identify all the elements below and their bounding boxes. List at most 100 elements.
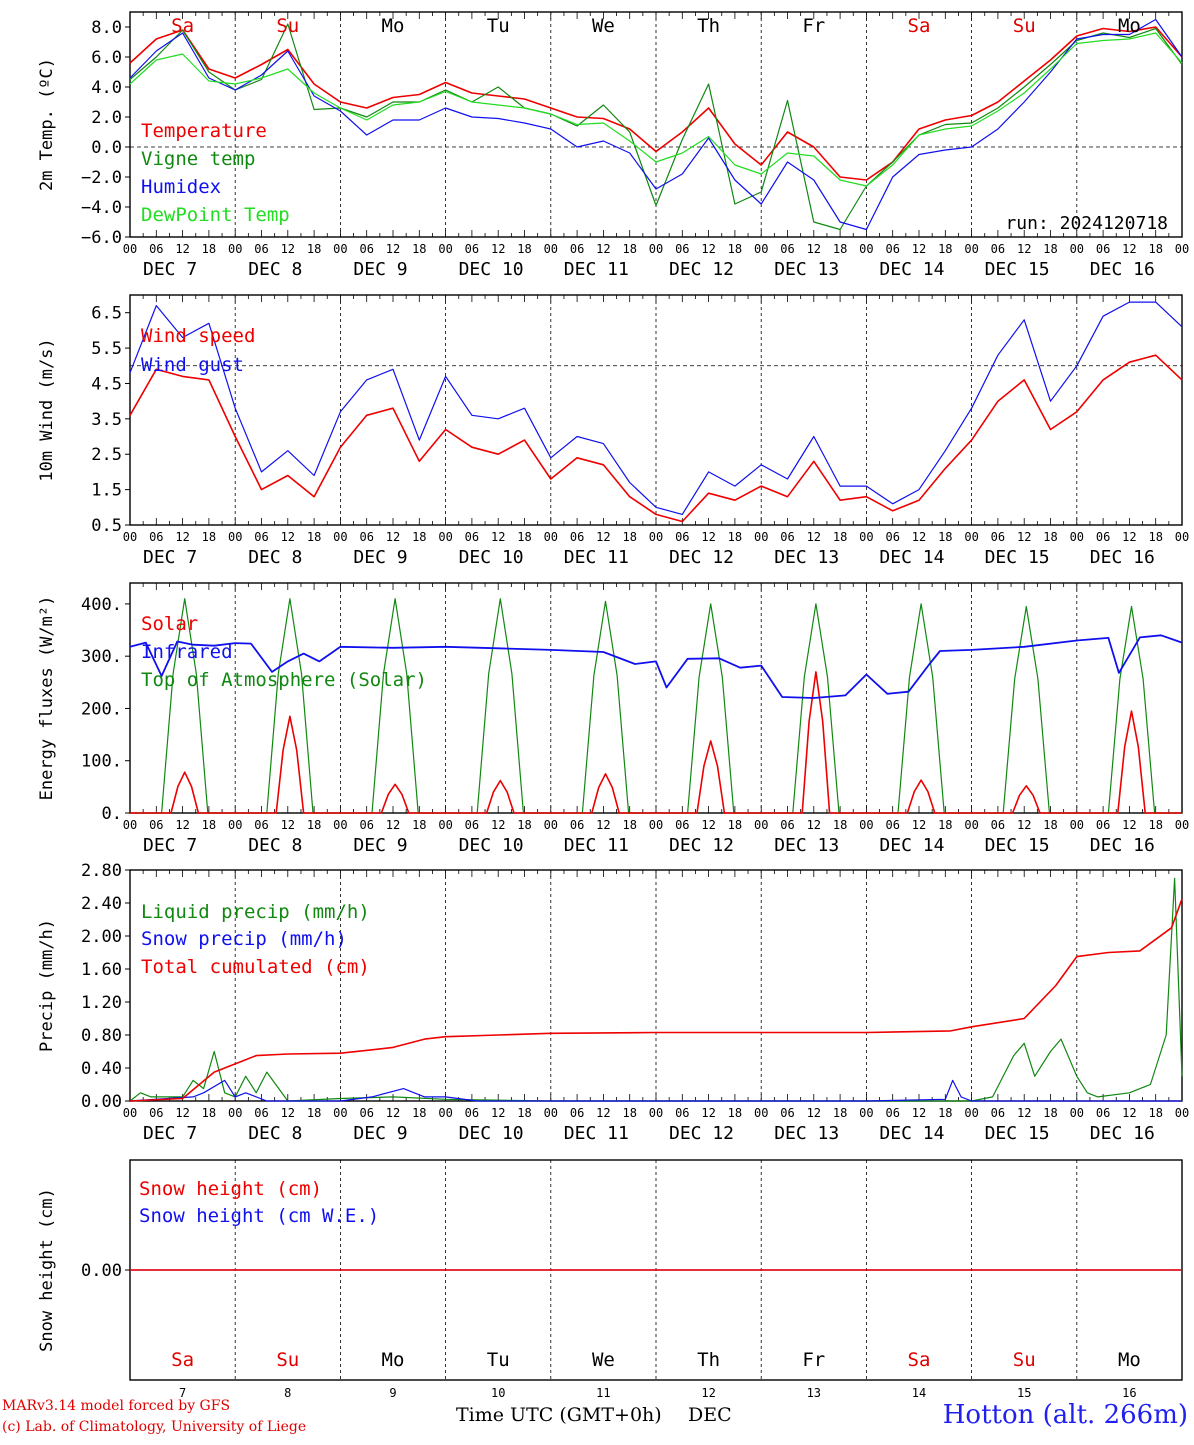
y-tick-label: 200. bbox=[81, 699, 122, 719]
hour-tick-label: 06 bbox=[570, 818, 584, 832]
hour-tick-label: 12 bbox=[1122, 242, 1136, 256]
hour-tick-label: 00 bbox=[438, 530, 452, 544]
hour-tick-label: 00 bbox=[544, 1106, 558, 1120]
series-total-cumulated-cm bbox=[129, 898, 1183, 1102]
hour-tick-label: 12 bbox=[491, 530, 505, 544]
day-number-label: 16 bbox=[1122, 1386, 1136, 1400]
y-tick-label: −6.0 bbox=[81, 228, 122, 248]
date-label: DEC 12 bbox=[669, 835, 734, 856]
day-number-label: 13 bbox=[807, 1386, 821, 1400]
hour-tick-label: 06 bbox=[1096, 1106, 1110, 1120]
hour-tick-label: 06 bbox=[780, 530, 794, 544]
hour-tick-label: 18 bbox=[622, 1106, 636, 1120]
legend-liquid-precip-mm-h: Liquid precip (mm/h) bbox=[141, 901, 370, 923]
weekday-label: Fr bbox=[802, 1349, 825, 1371]
hour-tick-label: 18 bbox=[622, 242, 636, 256]
hour-tick-label: 00 bbox=[1070, 818, 1084, 832]
hour-tick-label: 00 bbox=[228, 242, 242, 256]
weekday-label: Mo bbox=[382, 15, 405, 37]
hour-tick-label: 18 bbox=[517, 1106, 531, 1120]
hour-tick-label: 06 bbox=[465, 242, 479, 256]
hour-tick-label: 18 bbox=[833, 1106, 847, 1120]
hour-tick-label: 06 bbox=[780, 818, 794, 832]
series-dewpoint-temp bbox=[129, 32, 1183, 187]
hour-tick-label: 06 bbox=[570, 530, 584, 544]
hour-tick-label: 06 bbox=[675, 242, 689, 256]
date-label: DEC 9 bbox=[353, 835, 407, 856]
hour-tick-label: 00 bbox=[649, 1106, 663, 1120]
hour-tick-label: 06 bbox=[885, 1106, 899, 1120]
day-number-label: 15 bbox=[1017, 1386, 1031, 1400]
hour-tick-label: 18 bbox=[622, 530, 636, 544]
hour-tick-label: 18 bbox=[938, 1106, 952, 1120]
date-label: DEC 9 bbox=[353, 259, 407, 280]
weekday-label: Su bbox=[1013, 1349, 1036, 1371]
hour-tick-label: 06 bbox=[991, 1106, 1005, 1120]
hour-tick-label: 00 bbox=[438, 1106, 452, 1120]
series-temperature bbox=[129, 26, 1183, 181]
hour-tick-label: 12 bbox=[596, 818, 610, 832]
y-tick-label: 300. bbox=[81, 647, 122, 667]
hour-tick-label: 18 bbox=[517, 818, 531, 832]
hour-tick-label: 00 bbox=[333, 1106, 347, 1120]
hour-tick-label: 18 bbox=[1148, 1106, 1162, 1120]
hour-tick-label: 12 bbox=[701, 530, 715, 544]
day-number-label: 9 bbox=[389, 1386, 396, 1400]
y-tick-label: 0. bbox=[102, 804, 122, 824]
date-label: DEC 11 bbox=[564, 259, 629, 280]
hour-tick-label: 00 bbox=[964, 1106, 978, 1120]
hour-tick-label: 18 bbox=[307, 818, 321, 832]
hour-tick-label: 12 bbox=[281, 242, 295, 256]
y-tick-label: 1.20 bbox=[81, 993, 122, 1013]
hour-tick-label: 00 bbox=[964, 530, 978, 544]
hour-tick-label: 12 bbox=[912, 1106, 926, 1120]
hour-tick-label: 00 bbox=[544, 818, 558, 832]
hour-tick-label: 18 bbox=[833, 242, 847, 256]
date-label: DEC 10 bbox=[459, 259, 524, 280]
hour-tick-label: 12 bbox=[701, 1106, 715, 1120]
hour-tick-label: 00 bbox=[754, 818, 768, 832]
hour-tick-label: 00 bbox=[1175, 530, 1189, 544]
hour-tick-label: 12 bbox=[807, 242, 821, 256]
date-label: DEC 12 bbox=[669, 1123, 734, 1144]
hour-tick-label: 00 bbox=[649, 242, 663, 256]
hour-tick-label: 18 bbox=[833, 530, 847, 544]
hour-tick-label: 12 bbox=[281, 530, 295, 544]
hour-tick-label: 00 bbox=[859, 242, 873, 256]
hour-tick-label: 00 bbox=[859, 1106, 873, 1120]
legend-wind-gust: Wind gust bbox=[141, 354, 244, 376]
hour-tick-label: 12 bbox=[596, 242, 610, 256]
weekday-label: Mo bbox=[1118, 15, 1141, 37]
hour-tick-label: 06 bbox=[359, 242, 373, 256]
series-snow-precip-mm-h bbox=[129, 1079, 1182, 1102]
y-tick-label: 0.40 bbox=[81, 1059, 122, 1079]
hour-tick-label: 00 bbox=[859, 818, 873, 832]
hour-tick-label: 12 bbox=[386, 818, 400, 832]
date-label: DEC 15 bbox=[985, 1123, 1050, 1144]
run-label: run: 2024120718 bbox=[1005, 213, 1168, 234]
date-label: DEC 9 bbox=[353, 547, 407, 568]
y-tick-label: 1.60 bbox=[81, 960, 122, 980]
x-axis-title: Time UTC (GMT+0h) bbox=[456, 1404, 662, 1426]
hour-tick-label: 18 bbox=[202, 530, 216, 544]
hour-tick-label: 12 bbox=[912, 530, 926, 544]
hour-tick-label: 00 bbox=[1070, 242, 1084, 256]
hour-tick-label: 18 bbox=[728, 530, 742, 544]
legend-snow-height-cm: Snow height (cm) bbox=[139, 1178, 322, 1200]
time-axis-labels: 00 06 12 18 00 06 12 18 00 06 12 18 00 06 12 18 00 06 12 18… bbox=[123, 242, 1189, 280]
hour-tick-label: 12 bbox=[175, 1106, 189, 1120]
hour-tick-label: 00 bbox=[544, 530, 558, 544]
weekday-label: Tu bbox=[487, 1349, 510, 1371]
hour-tick-label: 06 bbox=[149, 818, 163, 832]
hour-tick-label: 06 bbox=[991, 818, 1005, 832]
y-tick-label: 6.5 bbox=[91, 304, 122, 324]
y-tick-label: 2.80 bbox=[81, 861, 122, 881]
wind-axes bbox=[129, 294, 1183, 526]
date-label: DEC 16 bbox=[1090, 547, 1155, 568]
date-label: DEC 8 bbox=[248, 835, 302, 856]
weekday-label: Th bbox=[697, 15, 720, 37]
hour-tick-label: 00 bbox=[228, 818, 242, 832]
hour-tick-label: 12 bbox=[912, 242, 926, 256]
hour-tick-label: 06 bbox=[1096, 242, 1110, 256]
